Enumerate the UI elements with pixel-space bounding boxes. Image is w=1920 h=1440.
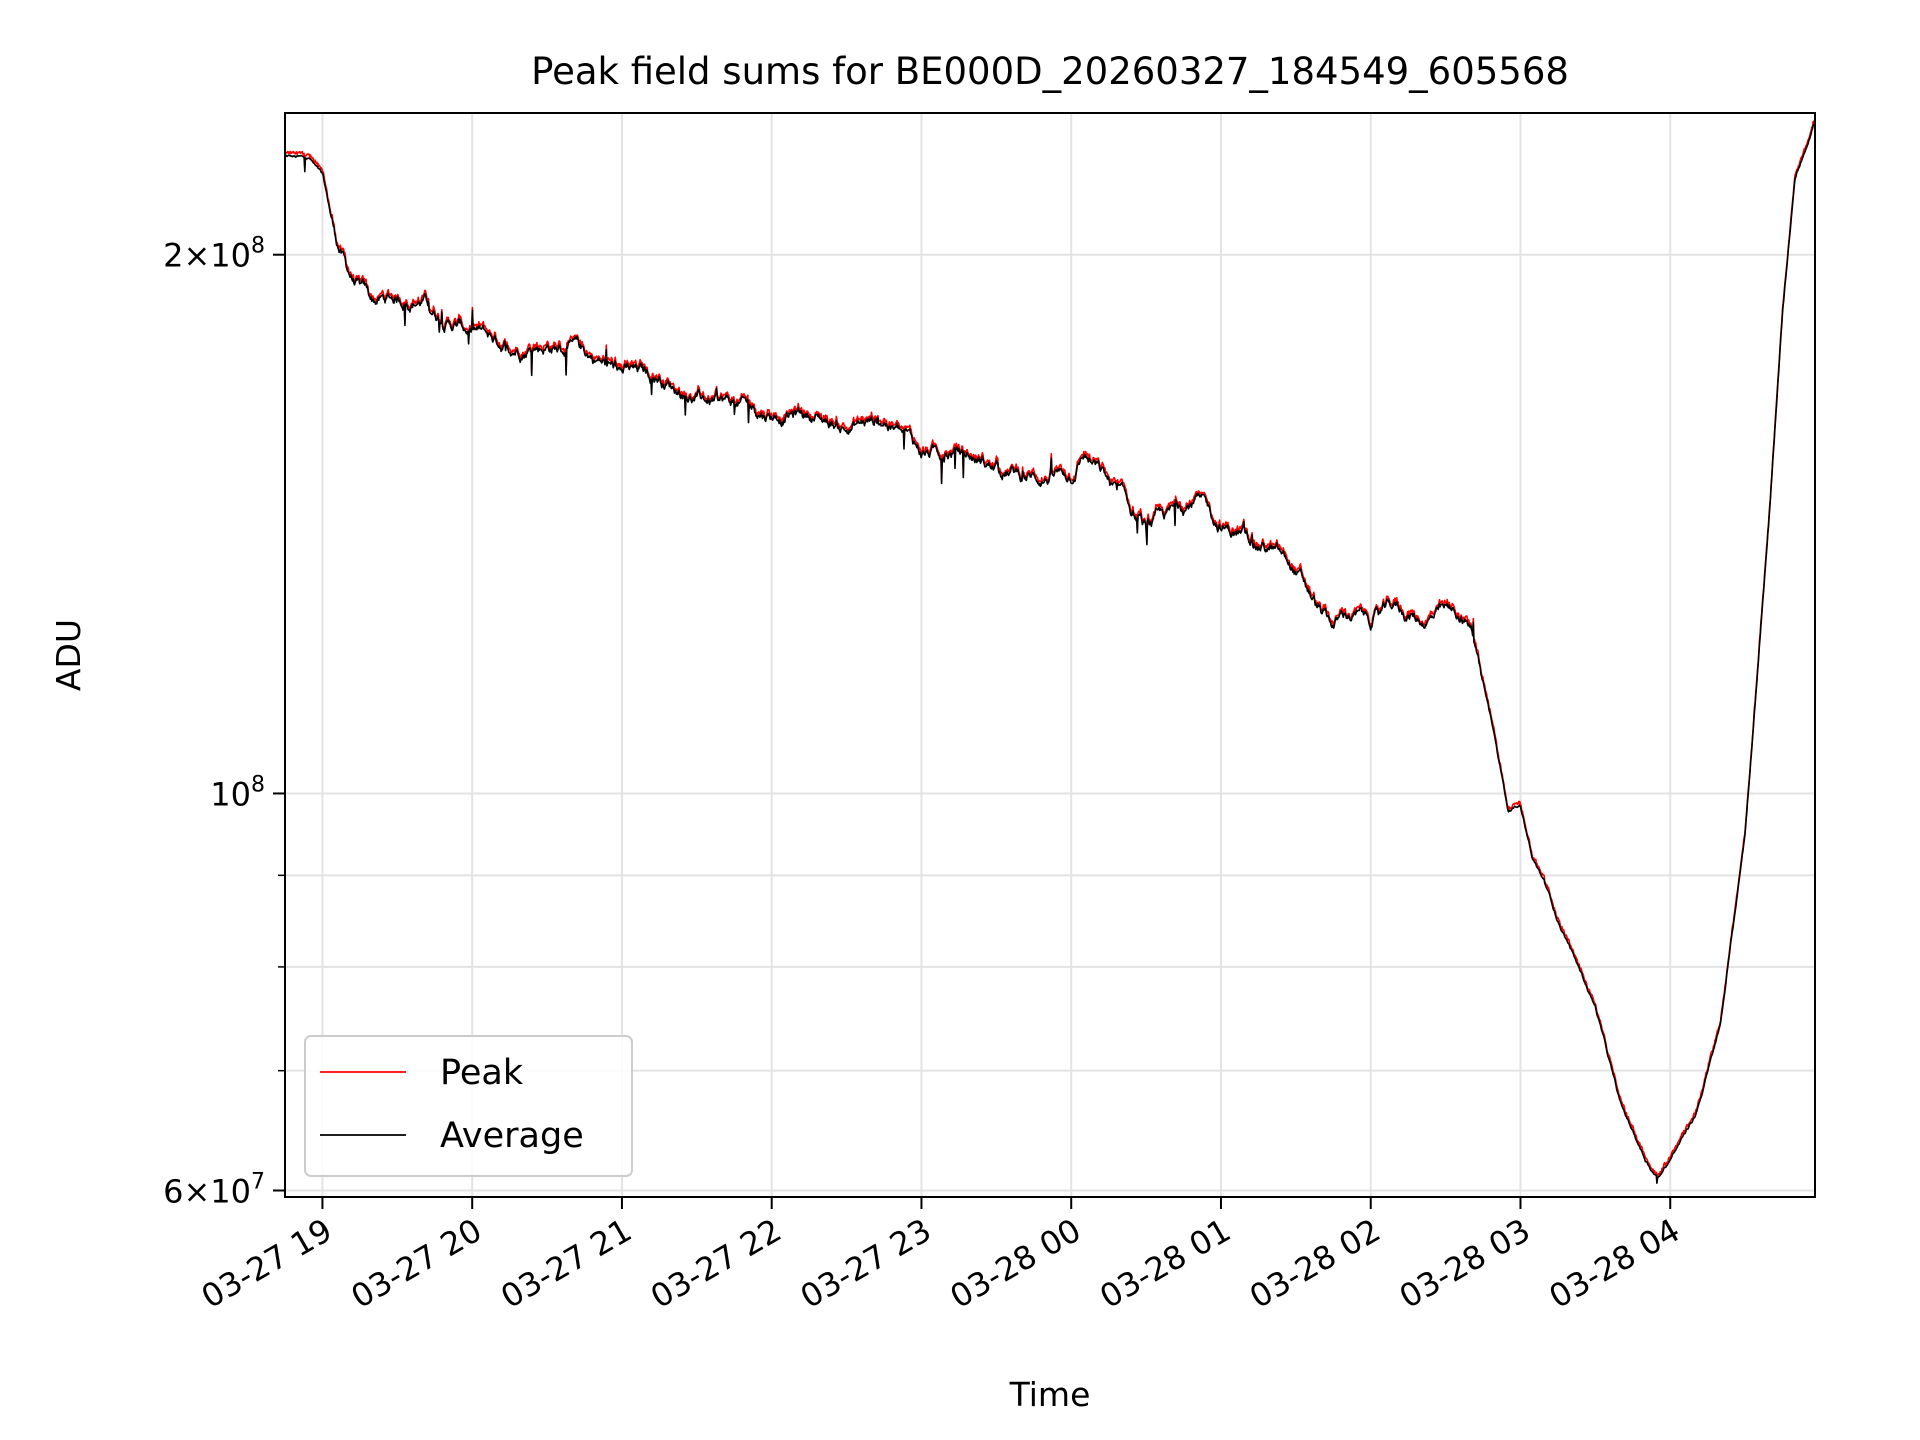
plot-frame (284, 112, 1816, 1198)
x-axis-label: Time (1009, 1375, 1091, 1414)
y-tick-label: 2×108 (163, 234, 265, 275)
legend-label: Average (440, 1116, 584, 1156)
y-tick-label: 6×107 (163, 1169, 265, 1210)
y-tick-label: 108 (210, 772, 265, 813)
legend-box (304, 1035, 633, 1177)
legend-label: Peak (440, 1053, 524, 1093)
series-line-average (284, 121, 1816, 1184)
y-axis-label: ADU (49, 619, 88, 691)
series-layer (284, 118, 1816, 1184)
grid (285, 113, 1815, 1197)
chart-title: Peak field sums for BE000D_20260327_1845… (531, 50, 1569, 93)
legend: Peak Average (304, 1035, 633, 1177)
